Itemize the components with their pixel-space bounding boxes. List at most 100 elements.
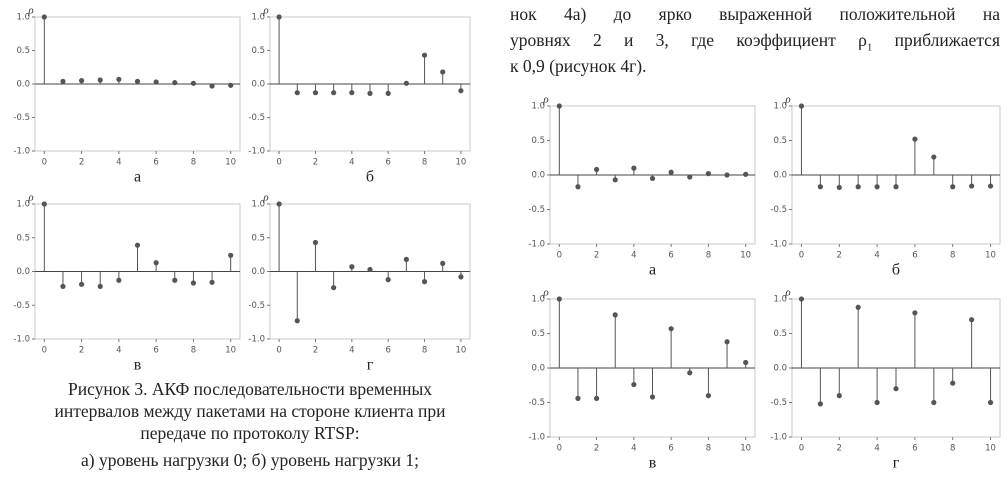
x-tick-label: 2	[313, 346, 318, 356]
stem	[668, 169, 674, 175]
stem-marker	[331, 90, 337, 96]
x-tick-label: 6	[153, 158, 158, 168]
stem-marker	[190, 80, 197, 86]
x-tick-label: 0	[557, 251, 562, 261]
stem	[153, 260, 159, 272]
stem	[649, 175, 656, 182]
y-tick-label: -0.5	[528, 205, 545, 215]
x-tick-label: 6	[912, 251, 917, 261]
caption-line: передаче по протоколу RTSP:	[140, 423, 360, 443]
y-tick-label: 0.0	[251, 267, 265, 277]
stem	[874, 175, 880, 190]
stem-marker	[724, 339, 730, 345]
stem-marker	[276, 201, 282, 207]
x-tick-label: 10	[455, 346, 466, 356]
stem	[385, 271, 391, 283]
stem-marker	[855, 304, 861, 310]
stem-marker	[294, 90, 300, 96]
stem	[41, 201, 47, 272]
stem	[312, 239, 319, 272]
stem	[874, 368, 880, 406]
x-tick-label: 6	[385, 346, 390, 356]
stem-marker	[312, 239, 319, 246]
text-part: приближается	[894, 30, 1000, 50]
stem	[276, 201, 282, 272]
stem	[403, 80, 409, 86]
y-tick-label: 0.0	[531, 364, 545, 374]
stem-marker	[421, 52, 428, 58]
stem	[440, 69, 446, 84]
stem-marker	[575, 184, 581, 190]
stem-marker	[41, 14, 47, 20]
stem-marker	[950, 184, 956, 190]
acf-plot: -1.0 -0.5 0.0 0.5 1.0 0 2 4 6 8 10 ρ г	[770, 287, 1001, 472]
x-tick-label: 0	[276, 158, 281, 168]
stem-marker	[912, 136, 918, 142]
y-tick-label: -0.5	[13, 113, 30, 123]
stem	[134, 78, 141, 84]
x-tick-label: 0	[42, 158, 47, 168]
stem	[724, 172, 730, 178]
stem	[593, 368, 600, 401]
acf-plot: -1.0 -0.5 0.0 0.5 1.0 0 2 4 6 8 10 ρ а	[13, 5, 241, 186]
stem	[855, 304, 861, 368]
stem	[950, 175, 956, 190]
stem-marker	[987, 399, 994, 406]
stem	[228, 252, 234, 272]
stem-marker	[612, 312, 618, 318]
stem-marker	[172, 80, 178, 86]
x-tick-label: 4	[874, 444, 879, 454]
stem	[798, 296, 805, 368]
stem-marker	[403, 80, 409, 86]
stem	[817, 175, 823, 190]
subfigure-caption: а	[134, 169, 141, 186]
subfigure-caption: в	[649, 455, 657, 472]
y-axis-label: ρ	[784, 94, 790, 106]
body-text-line: нок 4а) до ярко выраженной положительной…	[510, 4, 1000, 24]
stem-marker	[440, 69, 446, 75]
acf-plot: -1.0 -0.5 0.0 0.5 1.0 0 2 4 6 8 10 ρ б	[770, 94, 1001, 279]
stem-marker	[612, 177, 618, 183]
stem	[134, 242, 141, 272]
y-tick-label: 0.0	[773, 364, 787, 374]
stem	[836, 175, 842, 191]
y-tick-label: -0.5	[528, 398, 545, 408]
stem-marker	[668, 169, 674, 175]
stem	[705, 368, 712, 399]
stem-marker	[172, 277, 178, 283]
stem-marker	[912, 310, 918, 316]
stem	[649, 368, 656, 400]
stem	[153, 79, 159, 85]
stem-marker	[209, 83, 215, 89]
x-tick-label: 0	[42, 346, 47, 356]
stem-marker	[874, 399, 880, 406]
body-text-line: к 0,9 (рисунок 4г).	[510, 56, 647, 76]
x-tick-label: 2	[837, 251, 842, 261]
y-tick-label: -0.5	[248, 113, 265, 123]
stem	[987, 368, 994, 406]
x-tick-label: 8	[191, 158, 196, 168]
acf-plot: -1.0 -0.5 0.0 0.5 1.0 0 2 4 6 8 10 ρ в	[13, 192, 241, 374]
y-axis-label: ρ	[262, 5, 268, 17]
stem-marker	[349, 90, 355, 96]
y-tick-label: -1.0	[528, 433, 545, 443]
stem-marker	[631, 381, 637, 388]
stem	[817, 368, 823, 407]
x-tick-label: 6	[385, 158, 390, 168]
stem-marker	[575, 395, 581, 401]
x-tick-label: 0	[799, 251, 804, 261]
y-tick-label: 0.5	[531, 329, 545, 339]
y-axis-label: ρ	[27, 5, 33, 17]
y-tick-label: 1.0	[531, 295, 545, 305]
stem	[172, 80, 178, 86]
x-tick-label: 4	[874, 251, 879, 261]
stem	[294, 84, 300, 96]
stem	[931, 154, 937, 175]
x-tick-label: 10	[740, 444, 751, 454]
y-axis-label: ρ	[27, 192, 33, 204]
stem-marker	[458, 274, 464, 280]
stem	[403, 256, 409, 272]
caption-line: а) уровень нагрузки 0; б) уровень нагруз…	[81, 450, 419, 470]
y-tick-label: 0.0	[16, 80, 30, 90]
